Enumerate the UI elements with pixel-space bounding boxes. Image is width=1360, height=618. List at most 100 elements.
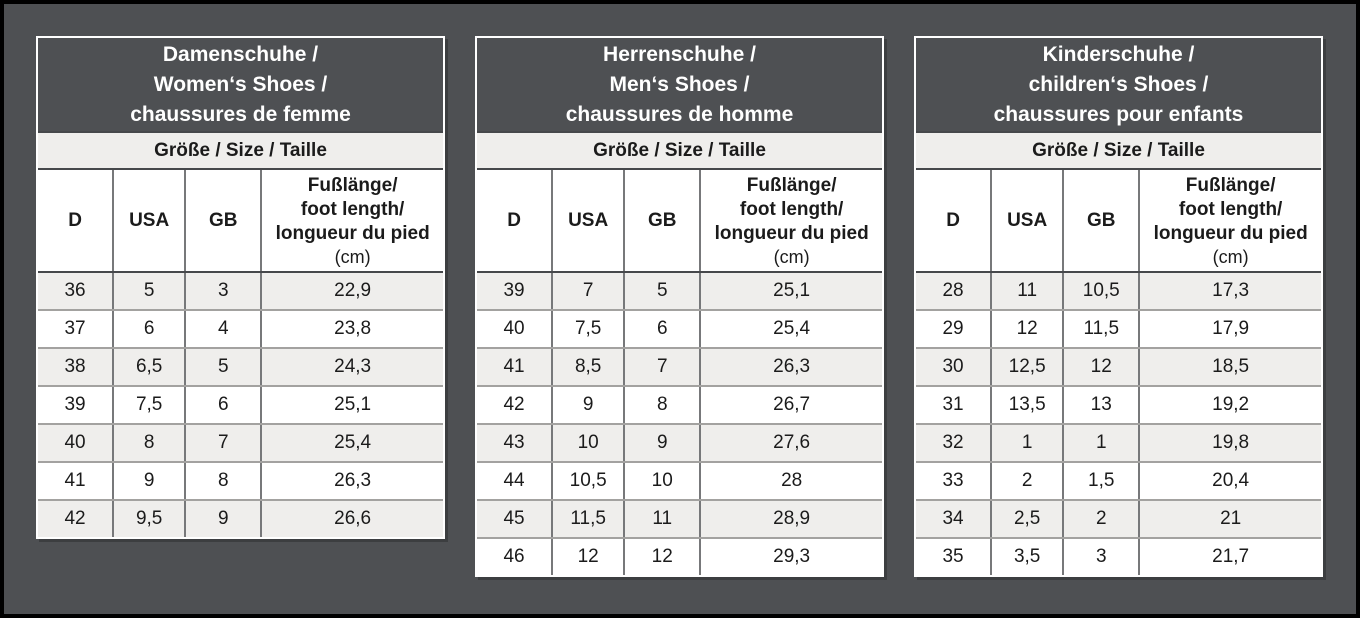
table-cell: 6 — [623, 311, 699, 347]
table-cell: 2 — [1062, 501, 1138, 537]
size-subtitle: Größe / Size / Taille — [477, 131, 882, 170]
foot-length-label-line: longueur du pied — [1153, 222, 1308, 244]
column-header-row: D USA GB Fußlänge/ foot length/ longueur… — [916, 170, 1321, 273]
table-cell: 6,5 — [112, 349, 184, 385]
table-cell: 28,9 — [699, 501, 882, 537]
table-cell: 20,4 — [1138, 463, 1321, 499]
foot-length-label-line: longueur du pied — [714, 222, 869, 244]
table-cell: 5 — [112, 273, 184, 309]
table-cell: 41 — [503, 356, 525, 377]
table-row: 28 11 10,5 17,3 — [916, 273, 1321, 309]
table-cell: 43 — [503, 432, 525, 453]
table-cell: 12 — [551, 539, 623, 575]
col-header-usa: USA — [990, 170, 1062, 271]
table-cell: 38 — [64, 356, 86, 377]
table-cell: 35 — [942, 546, 964, 567]
table-cell: 13 — [1062, 387, 1138, 423]
table-cell: 7,5 — [112, 387, 184, 423]
table-row: 39 7,5 6 25,1 — [38, 385, 443, 423]
table-cell: 29,3 — [699, 539, 882, 575]
foot-length-label-line: foot length/ — [300, 198, 405, 220]
col-header-usa: USA — [551, 170, 623, 271]
col-header-foot-length: Fußlänge/ foot length/ longueur du pied … — [1138, 170, 1321, 271]
col-header-d: D — [68, 209, 82, 231]
table-cell: 5 — [623, 273, 699, 309]
table-cell: 8 — [184, 463, 260, 499]
table-cell: 26,3 — [260, 463, 443, 499]
table-cell: 9 — [551, 387, 623, 423]
table-cell: 25,1 — [260, 387, 443, 423]
table-cell: 1,5 — [1062, 463, 1138, 499]
table-cell: 17,3 — [1138, 273, 1321, 309]
col-header-foot-length: Fußlänge/ foot length/ longueur du pied … — [699, 170, 882, 271]
table-title-line: chaussures de homme — [565, 102, 794, 126]
table-row: 34 2,5 2 21 — [916, 499, 1321, 537]
table-cell: 2 — [990, 463, 1062, 499]
table-cell: 28 — [942, 280, 964, 301]
table-cell: 7 — [551, 273, 623, 309]
table-row: 35 3,5 3 21,7 — [916, 537, 1321, 575]
foot-length-label-line: longueur du pied — [275, 222, 430, 244]
table-cell: 12,5 — [990, 349, 1062, 385]
table-cell: 12 — [990, 311, 1062, 347]
table-cell: 21 — [1138, 501, 1321, 537]
table-cell: 11 — [623, 501, 699, 537]
table-body: 39 7 5 25,1 40 7,5 6 25,4 41 8,5 7 26,3 42 9 8 26,7 43 10… — [477, 273, 882, 575]
table-cell: 6 — [112, 311, 184, 347]
table-row: 41 8,5 7 26,3 — [477, 347, 882, 385]
table-cell: 8 — [623, 387, 699, 423]
table-cell: 24,3 — [260, 349, 443, 385]
table-cell: 41 — [64, 470, 86, 491]
table-cell: 7,5 — [551, 311, 623, 347]
table-row: 43 10 9 27,6 — [477, 423, 882, 461]
col-header-foot-length: Fußlänge/ foot length/ longueur du pied … — [260, 170, 443, 271]
table-cell: 33 — [942, 470, 964, 491]
table-title: Damenschuhe / Women‘s Shoes / chaussures… — [38, 38, 443, 131]
table-cell: 8 — [112, 425, 184, 461]
table-cell: 40 — [503, 318, 525, 339]
table-cell: 25,4 — [699, 311, 882, 347]
table-title-line: chaussures de femme — [130, 102, 351, 126]
table-row: 38 6,5 5 24,3 — [38, 347, 443, 385]
col-header-gb: GB — [1062, 170, 1138, 271]
foot-length-label-line: foot length/ — [1178, 198, 1283, 220]
table-row: 31 13,5 13 19,2 — [916, 385, 1321, 423]
table-row: 45 11,5 11 28,9 — [477, 499, 882, 537]
table-cell: 39 — [64, 394, 86, 415]
table-row: 40 7,5 6 25,4 — [477, 309, 882, 347]
table-row: 29 12 11,5 17,9 — [916, 309, 1321, 347]
table-title-line: Damenschuhe / — [162, 42, 319, 66]
table-row: 30 12,5 12 18,5 — [916, 347, 1321, 385]
table-cell: 46 — [503, 546, 525, 567]
table-cell: 30 — [942, 356, 964, 377]
table-cell: 11,5 — [551, 501, 623, 537]
table-cell: 18,5 — [1138, 349, 1321, 385]
table-cell: 3 — [1062, 539, 1138, 575]
column-header-row: D USA GB Fußlänge/ foot length/ longueur… — [38, 170, 443, 273]
table-body: 28 11 10,5 17,3 29 12 11,5 17,9 30 12,5 12 18,5 31 13… — [916, 273, 1321, 575]
table-cell: 13,5 — [990, 387, 1062, 423]
table-cell: 9 — [184, 501, 260, 537]
table-cell: 37 — [64, 318, 86, 339]
table-cell: 21,7 — [1138, 539, 1321, 575]
table-cell: 11 — [990, 273, 1062, 309]
table-title-line: Women‘s Shoes / — [153, 72, 328, 96]
foot-length-unit: (cm) — [1212, 246, 1249, 267]
table-cell: 42 — [503, 394, 525, 415]
table-title-line: Herrenschuhe / — [603, 42, 756, 66]
table-cell: 8,5 — [551, 349, 623, 385]
table-row: 33 2 1,5 20,4 — [916, 461, 1321, 499]
table-row: 37 6 4 23,8 — [38, 309, 443, 347]
table-cell: 32 — [942, 432, 964, 453]
table-body: 36 5 3 22,9 37 6 4 23,8 38 6,5 5 24,3 39 7,5 6 25,1 40 8 7… — [38, 273, 443, 537]
table-cell: 26,3 — [699, 349, 882, 385]
table-cell: 31 — [942, 394, 964, 415]
table-cell: 7 — [184, 425, 260, 461]
table-cell: 10 — [551, 425, 623, 461]
table-cell: 3 — [184, 273, 260, 309]
table-title: Kinderschuhe / children‘s Shoes / chauss… — [916, 38, 1321, 131]
foot-length-label-line: foot length/ — [739, 198, 844, 220]
size-subtitle: Größe / Size / Taille — [916, 131, 1321, 170]
table-cell: 3,5 — [990, 539, 1062, 575]
col-header-d: D — [946, 209, 960, 231]
